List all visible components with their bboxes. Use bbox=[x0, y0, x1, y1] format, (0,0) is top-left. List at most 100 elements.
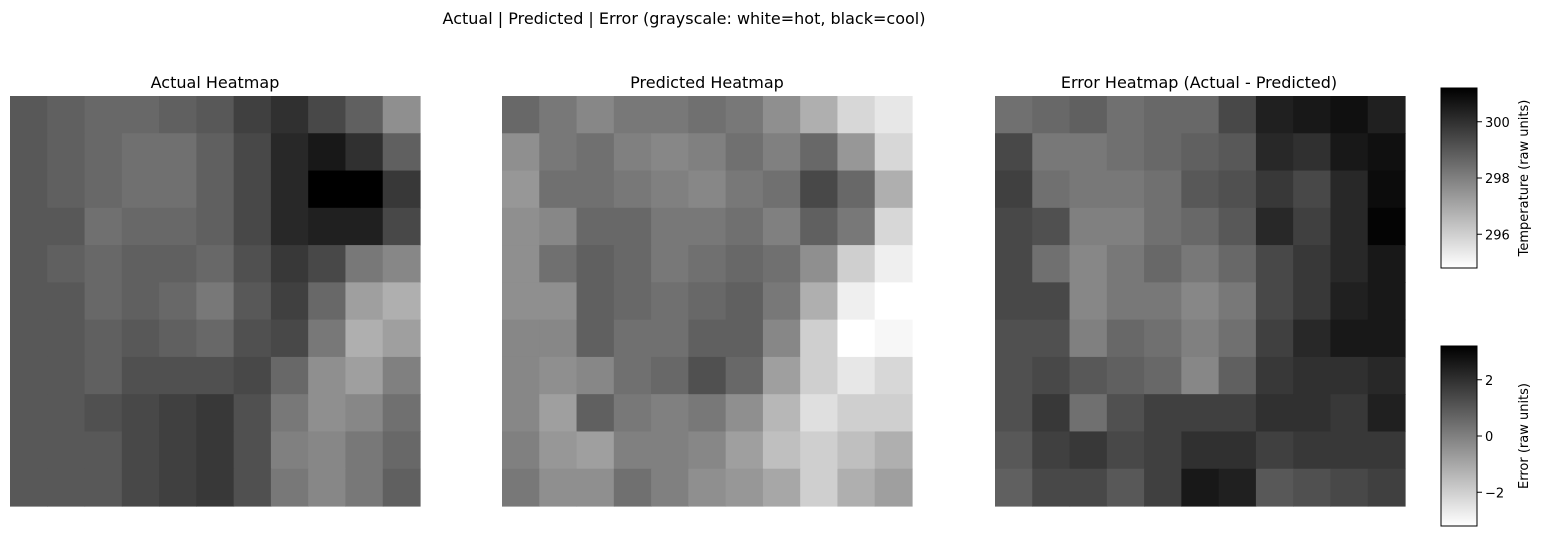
heatmap-cell bbox=[47, 356, 86, 395]
heatmap-cell bbox=[874, 170, 913, 209]
heatmap-cell bbox=[837, 431, 876, 470]
heatmap-cell bbox=[688, 394, 727, 433]
heatmap-cell bbox=[874, 133, 913, 172]
heatmap-cell bbox=[1032, 356, 1071, 395]
heatmap-cell bbox=[837, 96, 876, 134]
heatmap-cell bbox=[233, 394, 272, 433]
heatmap-cell bbox=[47, 319, 86, 358]
predicted-heatmap-grid bbox=[502, 96, 913, 507]
heatmap-cell bbox=[576, 170, 615, 209]
heatmap-cell bbox=[345, 356, 384, 395]
heatmap-cell bbox=[762, 394, 801, 433]
heatmap-cell bbox=[995, 245, 1033, 283]
heatmap-cell bbox=[121, 133, 160, 172]
heatmap-cell bbox=[651, 170, 689, 209]
heatmap-cell bbox=[159, 96, 197, 134]
heatmap-cell bbox=[233, 96, 272, 134]
heatmap-cell bbox=[121, 207, 160, 246]
heatmap-cell bbox=[874, 207, 913, 246]
heatmap-cell bbox=[1106, 282, 1145, 321]
predicted-heatmap-title: Predicted Heatmap bbox=[630, 73, 784, 92]
heatmap-cell bbox=[651, 245, 689, 283]
actual-heatmap-grid bbox=[10, 96, 421, 507]
heatmap-cell bbox=[1069, 96, 1108, 134]
heatmap-cell bbox=[308, 431, 347, 470]
heatmap-cell bbox=[502, 356, 540, 395]
heatmap-cell bbox=[1367, 282, 1406, 321]
heatmap-cell bbox=[1106, 133, 1145, 172]
heatmap-cell bbox=[270, 207, 309, 246]
figure-suptitle: Actual | Predicted | Error (grayscale: w… bbox=[443, 9, 926, 28]
heatmap-cell bbox=[1218, 96, 1257, 134]
heatmap-cell bbox=[613, 394, 652, 433]
heatmap-cell bbox=[651, 282, 689, 321]
heatmap-cell bbox=[47, 431, 86, 470]
error-heatmap-title: Error Heatmap (Actual - Predicted) bbox=[1061, 73, 1337, 92]
heatmap-cell bbox=[1106, 431, 1145, 470]
heatmap-cell bbox=[47, 394, 86, 433]
heatmap-cell bbox=[308, 245, 347, 283]
heatmap-cell bbox=[837, 282, 876, 321]
heatmap-cell bbox=[382, 96, 421, 134]
heatmap-cell bbox=[1367, 319, 1406, 358]
heatmap-cell bbox=[10, 133, 48, 172]
heatmap-cell bbox=[613, 468, 652, 507]
heatmap-cell bbox=[762, 468, 801, 507]
heatmap-cell bbox=[688, 170, 727, 209]
heatmap-cell bbox=[837, 356, 876, 395]
heatmap-cell bbox=[84, 356, 123, 395]
heatmap-cell bbox=[651, 431, 689, 470]
heatmap-cell bbox=[10, 245, 48, 283]
heatmap-cell bbox=[651, 356, 689, 395]
heatmap-cell bbox=[1069, 431, 1108, 470]
heatmap-cell bbox=[1330, 170, 1369, 209]
heatmap-cell bbox=[576, 468, 615, 507]
heatmap-cell bbox=[270, 245, 309, 283]
heatmap-cell bbox=[576, 431, 615, 470]
heatmap-cell bbox=[613, 282, 652, 321]
heatmap-cell bbox=[1330, 96, 1369, 134]
heatmap-cell bbox=[725, 96, 764, 134]
heatmap-cell bbox=[1069, 207, 1108, 246]
heatmap-cell bbox=[345, 170, 384, 209]
heatmap-cell bbox=[800, 133, 839, 172]
heatmap-cell bbox=[233, 282, 272, 321]
heatmap-cell bbox=[725, 170, 764, 209]
heatmap-cell bbox=[576, 133, 615, 172]
heatmap-cell bbox=[995, 282, 1033, 321]
heatmap-cell bbox=[196, 133, 235, 172]
heatmap-cell bbox=[995, 170, 1033, 209]
heatmap-cell bbox=[84, 96, 123, 134]
colorbar-tick-label: 300 bbox=[1485, 116, 1510, 131]
heatmap-cell bbox=[1106, 96, 1145, 134]
colorbar-gradient bbox=[1440, 87, 1478, 269]
heatmap-cell bbox=[1069, 394, 1108, 433]
heatmap-cell bbox=[1069, 356, 1108, 395]
heatmap-cell bbox=[84, 170, 123, 209]
heatmap-cell bbox=[762, 319, 801, 358]
heatmap-cell bbox=[10, 319, 48, 358]
heatmap-cell bbox=[1255, 96, 1294, 134]
colorbar-tick-label: 296 bbox=[1485, 228, 1510, 243]
heatmap-cell bbox=[651, 319, 689, 358]
heatmap-cell bbox=[502, 207, 540, 246]
heatmap-cell bbox=[576, 394, 615, 433]
heatmap-cell bbox=[502, 394, 540, 433]
heatmap-cell bbox=[1032, 431, 1071, 470]
heatmap-cell bbox=[800, 319, 839, 358]
heatmap-cell bbox=[576, 96, 615, 134]
heatmap-cell bbox=[1218, 356, 1257, 395]
heatmap-cell bbox=[1181, 245, 1220, 283]
heatmap-cell bbox=[576, 356, 615, 395]
heatmap-cell bbox=[576, 245, 615, 283]
heatmap-cell bbox=[270, 394, 309, 433]
heatmap-cell bbox=[995, 319, 1033, 358]
heatmap-cell bbox=[1181, 96, 1220, 134]
heatmap-cell bbox=[1293, 431, 1332, 470]
colorbar-tick-label: 2 bbox=[1485, 374, 1493, 389]
heatmap-cell bbox=[725, 207, 764, 246]
heatmap-cell bbox=[725, 319, 764, 358]
heatmap-cell bbox=[1032, 207, 1071, 246]
heatmap-cell bbox=[345, 431, 384, 470]
heatmap-cell bbox=[382, 170, 421, 209]
